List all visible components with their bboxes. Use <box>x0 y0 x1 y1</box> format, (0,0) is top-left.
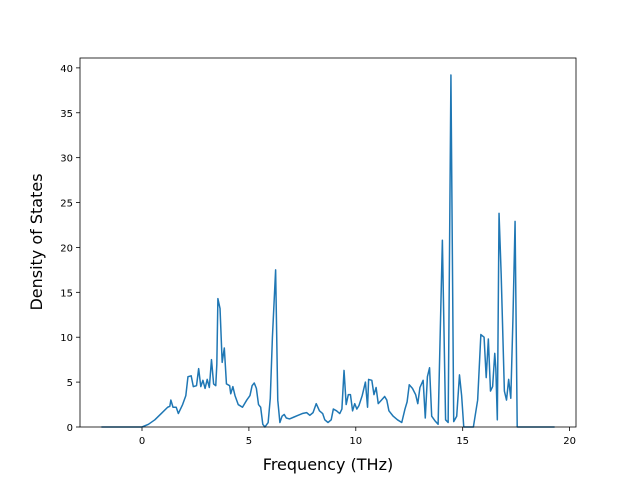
x-tick-label: 10 <box>349 436 362 447</box>
plot-frame <box>79 57 577 428</box>
y-tick-label: 40 <box>60 64 73 75</box>
y-tick-label: 30 <box>60 154 73 165</box>
x-tick-label: 5 <box>246 436 252 447</box>
y-tick-label: 35 <box>60 109 73 120</box>
y-tick-label: 25 <box>60 199 73 210</box>
x-axis-label: Frequency (THz) <box>263 455 393 474</box>
x-tick-label: 20 <box>563 436 576 447</box>
data-line <box>101 74 555 428</box>
x-tick-label: 0 <box>139 436 145 447</box>
y-axis-label: Density of States <box>27 173 46 310</box>
y-tick-label: 5 <box>67 378 73 389</box>
y-tick-label: 10 <box>60 333 73 344</box>
x-tick-label: 15 <box>456 436 469 447</box>
y-tick-label: 0 <box>67 423 73 434</box>
y-tick-label: 15 <box>60 288 73 299</box>
y-tick-label: 20 <box>60 243 73 254</box>
